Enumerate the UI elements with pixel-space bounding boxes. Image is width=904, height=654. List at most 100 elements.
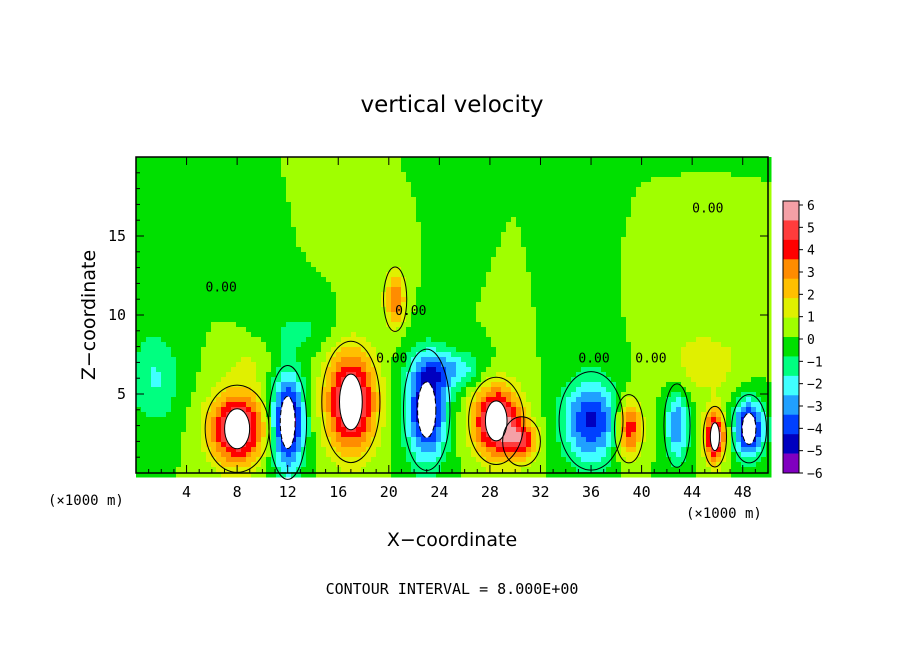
heatmap-cell bbox=[461, 407, 467, 413]
heatmap-cell bbox=[271, 352, 277, 358]
heatmap-cell bbox=[141, 412, 147, 418]
heatmap-cell bbox=[366, 197, 372, 203]
heatmap-cell bbox=[156, 472, 162, 478]
heatmap-cell bbox=[431, 327, 437, 333]
heatmap-cell bbox=[371, 277, 377, 283]
heatmap-cell bbox=[306, 452, 312, 458]
heatmap-cell bbox=[196, 347, 202, 353]
heatmap-cell bbox=[466, 377, 472, 383]
heatmap-cell bbox=[306, 312, 312, 318]
heatmap-cell bbox=[296, 202, 302, 208]
heatmap-cell bbox=[471, 197, 477, 203]
heatmap-cell bbox=[276, 362, 282, 368]
heatmap-cell bbox=[376, 272, 382, 278]
heatmap-cell bbox=[156, 382, 162, 388]
heatmap-cell bbox=[476, 352, 482, 358]
heatmap-cell bbox=[441, 392, 447, 398]
heatmap-cell bbox=[136, 402, 142, 408]
heatmap-cell bbox=[276, 397, 282, 403]
heatmap-cell bbox=[456, 402, 462, 408]
heatmap-cell bbox=[151, 197, 157, 203]
heatmap-cell bbox=[301, 287, 307, 293]
heatmap-cell bbox=[406, 372, 412, 378]
heatmap-cell bbox=[196, 377, 202, 383]
heatmap-cell bbox=[291, 242, 297, 248]
heatmap-cell bbox=[511, 442, 517, 448]
heatmap-cell bbox=[236, 207, 242, 213]
heatmap-cell bbox=[426, 277, 432, 283]
heatmap-cell bbox=[486, 187, 492, 193]
heatmap-cell bbox=[436, 332, 442, 338]
heatmap-cell bbox=[276, 217, 282, 223]
heatmap-cell bbox=[516, 257, 522, 263]
heatmap-cell bbox=[446, 302, 452, 308]
heatmap-cell bbox=[331, 247, 337, 253]
heatmap-cell bbox=[346, 192, 352, 198]
heatmap-cell bbox=[436, 202, 442, 208]
heatmap-cell bbox=[511, 157, 517, 163]
heatmap-cell bbox=[266, 327, 272, 333]
heatmap-cell bbox=[266, 192, 272, 198]
heatmap-cell bbox=[456, 217, 462, 223]
heatmap-cell bbox=[451, 192, 457, 198]
heatmap-cell bbox=[166, 427, 172, 433]
heatmap-cell bbox=[311, 447, 317, 453]
heatmap-cell bbox=[196, 317, 202, 323]
heatmap-cell bbox=[251, 212, 257, 218]
heatmap-cell bbox=[211, 182, 217, 188]
heatmap-cell bbox=[176, 472, 182, 478]
heatmap-cell bbox=[421, 377, 427, 383]
heatmap-cell bbox=[256, 162, 262, 168]
heatmap-cell bbox=[271, 192, 277, 198]
heatmap-cell bbox=[151, 262, 157, 268]
heatmap-cell bbox=[216, 442, 222, 448]
heatmap-cell bbox=[336, 257, 342, 263]
heatmap-cell bbox=[146, 162, 152, 168]
heatmap-cell bbox=[411, 412, 417, 418]
heatmap-cell bbox=[151, 232, 157, 238]
heatmap-cell bbox=[346, 162, 352, 168]
heatmap-cell bbox=[476, 217, 482, 223]
heatmap-cell bbox=[316, 407, 322, 413]
heatmap-cell bbox=[366, 462, 372, 468]
heatmap-cell bbox=[471, 437, 477, 443]
heatmap-cell bbox=[476, 467, 482, 473]
heatmap-cell bbox=[326, 242, 332, 248]
heatmap-cell bbox=[226, 347, 232, 353]
heatmap-cell bbox=[156, 402, 162, 408]
heatmap-cell bbox=[176, 357, 182, 363]
heatmap-cell bbox=[521, 187, 527, 193]
heatmap-cell bbox=[496, 282, 502, 288]
heatmap-cell bbox=[366, 322, 372, 328]
heatmap-cell bbox=[331, 292, 337, 298]
heatmap-cell bbox=[401, 252, 407, 258]
heatmap-cell bbox=[466, 322, 472, 328]
heatmap-cell bbox=[376, 167, 382, 173]
heatmap-cell bbox=[506, 392, 512, 398]
heatmap-cell bbox=[226, 262, 232, 268]
heatmap-cell bbox=[266, 257, 272, 263]
heatmap-cell bbox=[351, 432, 357, 438]
heatmap-cell bbox=[211, 292, 217, 298]
heatmap-cell bbox=[251, 352, 257, 358]
heatmap-cell bbox=[281, 372, 287, 378]
heatmap-cell bbox=[321, 252, 327, 258]
heatmap-cell bbox=[401, 367, 407, 373]
heatmap-cell bbox=[501, 307, 507, 313]
heatmap-cell bbox=[231, 217, 237, 223]
heatmap-cell bbox=[166, 332, 172, 338]
heatmap-cell bbox=[281, 227, 287, 233]
heatmap-cell bbox=[381, 352, 387, 358]
heatmap-cell bbox=[156, 167, 162, 173]
heatmap-cell bbox=[206, 167, 212, 173]
heatmap-cell bbox=[306, 417, 312, 423]
heatmap-cell bbox=[216, 437, 222, 443]
heatmap-cell bbox=[456, 232, 462, 238]
heatmap-cell bbox=[411, 422, 417, 428]
heatmap-cell bbox=[421, 302, 427, 308]
heatmap-cell bbox=[271, 322, 277, 328]
heatmap-cell bbox=[176, 157, 182, 163]
heatmap-cell bbox=[501, 192, 507, 198]
heatmap-cell bbox=[156, 297, 162, 303]
heatmap-cell bbox=[166, 317, 172, 323]
